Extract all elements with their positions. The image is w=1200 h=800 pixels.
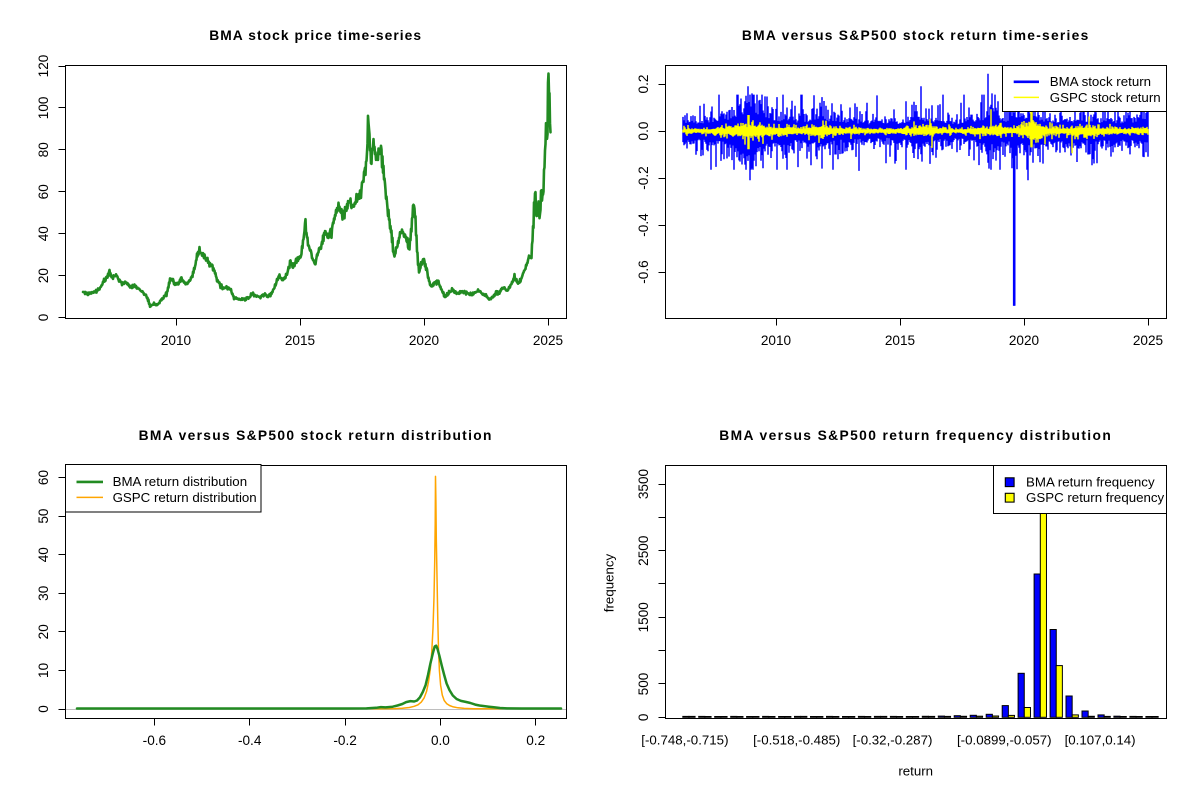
svg-text:0.2: 0.2 bbox=[636, 75, 651, 94]
svg-text:0: 0 bbox=[636, 713, 651, 721]
svg-text:BMA versus S&P500 return frequ: BMA versus S&P500 return frequency distr… bbox=[719, 428, 1112, 443]
svg-text:0.0: 0.0 bbox=[431, 733, 450, 748]
svg-text:2015: 2015 bbox=[885, 333, 915, 348]
svg-text:return: return bbox=[898, 764, 933, 779]
svg-text:2020: 2020 bbox=[409, 333, 440, 348]
svg-text:40: 40 bbox=[36, 226, 51, 242]
svg-text:-0.2: -0.2 bbox=[333, 733, 356, 748]
svg-text:50: 50 bbox=[36, 508, 51, 524]
svg-text:0: 0 bbox=[36, 313, 51, 321]
svg-text:100: 100 bbox=[36, 96, 51, 119]
svg-text:1500: 1500 bbox=[636, 602, 651, 633]
svg-text:[-0.518,-0.485): [-0.518,-0.485) bbox=[753, 733, 840, 748]
svg-text:0.0: 0.0 bbox=[636, 121, 651, 140]
svg-text:BMA stock price time-series: BMA stock price time-series bbox=[209, 28, 422, 43]
svg-text:BMA versus S&P500 stock return: BMA versus S&P500 stock return time-seri… bbox=[742, 28, 1090, 43]
svg-text:[0.107,0.14): [0.107,0.14) bbox=[1065, 733, 1136, 748]
svg-text:BMA versus S&P500 stock return: BMA versus S&P500 stock return distribut… bbox=[139, 428, 493, 443]
svg-text:30: 30 bbox=[36, 585, 51, 601]
svg-text:60: 60 bbox=[36, 184, 51, 200]
svg-text:BMA stock return: BMA stock return bbox=[1050, 74, 1151, 89]
svg-text:2010: 2010 bbox=[761, 333, 792, 348]
svg-text:BMA return distribution: BMA return distribution bbox=[113, 474, 248, 489]
svg-text:40: 40 bbox=[36, 547, 51, 563]
svg-text:2015: 2015 bbox=[285, 333, 315, 348]
svg-text:2500: 2500 bbox=[636, 535, 651, 566]
svg-text:2020: 2020 bbox=[1009, 333, 1040, 348]
svg-text:GSPC return frequency: GSPC return frequency bbox=[1026, 490, 1165, 505]
svg-text:2025: 2025 bbox=[1133, 333, 1163, 348]
svg-text:0: 0 bbox=[36, 705, 51, 713]
svg-text:2010: 2010 bbox=[161, 333, 192, 348]
svg-text:frequency: frequency bbox=[602, 553, 617, 612]
svg-text:[-0.32,-0.287): [-0.32,-0.287) bbox=[853, 733, 933, 748]
svg-text:500: 500 bbox=[636, 672, 651, 695]
svg-text:GSPC return distribution: GSPC return distribution bbox=[113, 490, 257, 505]
svg-text:-0.6: -0.6 bbox=[143, 733, 166, 748]
svg-text:80: 80 bbox=[36, 142, 51, 158]
svg-text:2025: 2025 bbox=[533, 333, 563, 348]
svg-text:-0.4: -0.4 bbox=[238, 733, 262, 748]
svg-text:-0.4: -0.4 bbox=[636, 213, 651, 237]
svg-text:3500: 3500 bbox=[636, 468, 651, 499]
svg-text:10: 10 bbox=[36, 662, 51, 678]
svg-text:20: 20 bbox=[36, 624, 51, 640]
svg-text:0.2: 0.2 bbox=[526, 733, 545, 748]
svg-text:-0.6: -0.6 bbox=[636, 260, 651, 283]
svg-text:[-0.0899,-0.057): [-0.0899,-0.057) bbox=[957, 733, 1052, 748]
svg-text:BMA return frequency: BMA return frequency bbox=[1026, 474, 1155, 489]
svg-text:60: 60 bbox=[36, 470, 51, 486]
svg-text:20: 20 bbox=[36, 268, 51, 284]
svg-text:-0.2: -0.2 bbox=[636, 166, 651, 189]
svg-text:[-0.748,-0.715): [-0.748,-0.715) bbox=[641, 733, 728, 748]
svg-text:GSPC stock return: GSPC stock return bbox=[1050, 90, 1161, 105]
svg-text:120: 120 bbox=[36, 54, 51, 77]
